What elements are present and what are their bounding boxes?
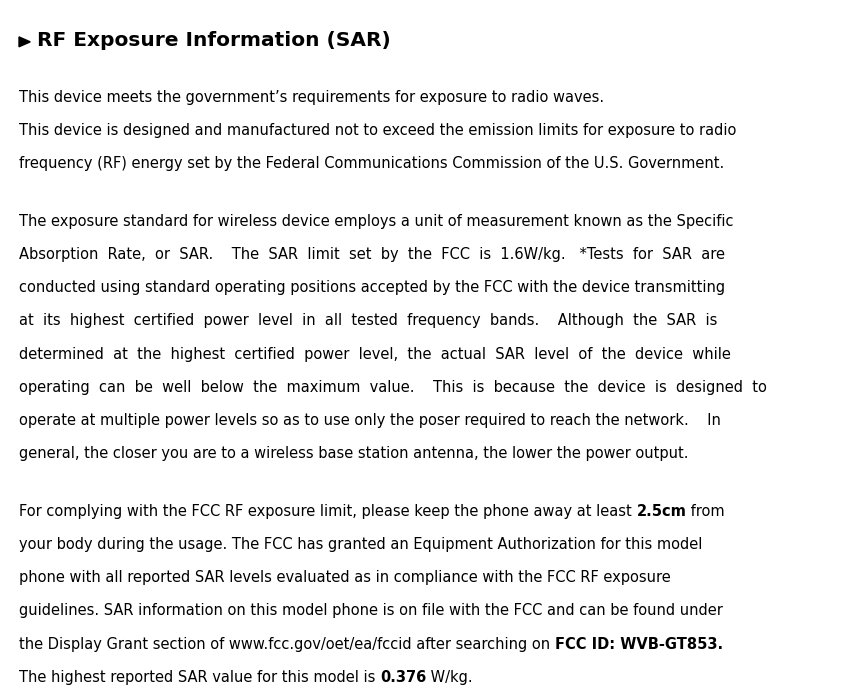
Text: Absorption  Rate,  or  SAR.    The  SAR  limit  set  by  the  FCC  is  1.6W/kg. : Absorption Rate, or SAR. The SAR limit s… [19,247,725,262]
Text: For complying with the FCC RF exposure limit, please keep the phone away at leas: For complying with the FCC RF exposure l… [19,504,637,519]
Text: at  its  highest  certified  power  level  in  all  tested  frequency  bands.   : at its highest certified power level in … [19,313,717,329]
Text: operate at multiple power levels so as to use only the poser required to reach t: operate at multiple power levels so as t… [19,413,721,428]
Text: The exposure standard for wireless device employs a unit of measurement known as: The exposure standard for wireless devic… [19,214,734,229]
Text: RF Exposure Information (SAR): RF Exposure Information (SAR) [37,31,391,50]
Text: This device meets the government’s requirements for exposure to radio waves.: This device meets the government’s requi… [19,90,604,105]
Text: the Display Grant section of www.fcc.gov/oet/ea/fccid after searching on: the Display Grant section of www.fcc.gov… [19,637,555,652]
Text: frequency (RF) energy set by the Federal Communications Commission of the U.S. G: frequency (RF) energy set by the Federal… [19,156,724,172]
Text: determined  at  the  highest  certified  power  level,  the  actual  SAR  level : determined at the highest certified powe… [19,347,731,362]
Text: guidelines. SAR information on this model phone is on file with the FCC and can : guidelines. SAR information on this mode… [19,603,723,619]
Text: FCC ID: WVB-GT853.: FCC ID: WVB-GT853. [555,637,723,652]
Text: conducted using standard operating positions accepted by the FCC with the device: conducted using standard operating posit… [19,280,725,295]
Text: 2.5cm: 2.5cm [637,504,686,519]
Text: general, the closer you are to a wireless base station antenna, the lower the po: general, the closer you are to a wireles… [19,446,689,462]
Text: operating  can  be  well  below  the  maximum  value.    This  is  because  the : operating can be well below the maximum … [19,380,767,395]
Text: phone with all reported SAR levels evaluated as in compliance with the FCC RF ex: phone with all reported SAR levels evalu… [19,570,670,585]
Text: 0.376: 0.376 [380,670,426,685]
Text: from: from [686,504,725,519]
Text: your body during the usage. The FCC has granted an Equipment Authorization for t: your body during the usage. The FCC has … [19,537,702,552]
Polygon shape [19,37,30,47]
Text: W/kg.: W/kg. [426,670,473,685]
Text: The highest reported SAR value for this model is: The highest reported SAR value for this … [19,670,380,685]
Text: This device is designed and manufactured not to exceed the emission limits for e: This device is designed and manufactured… [19,123,736,138]
